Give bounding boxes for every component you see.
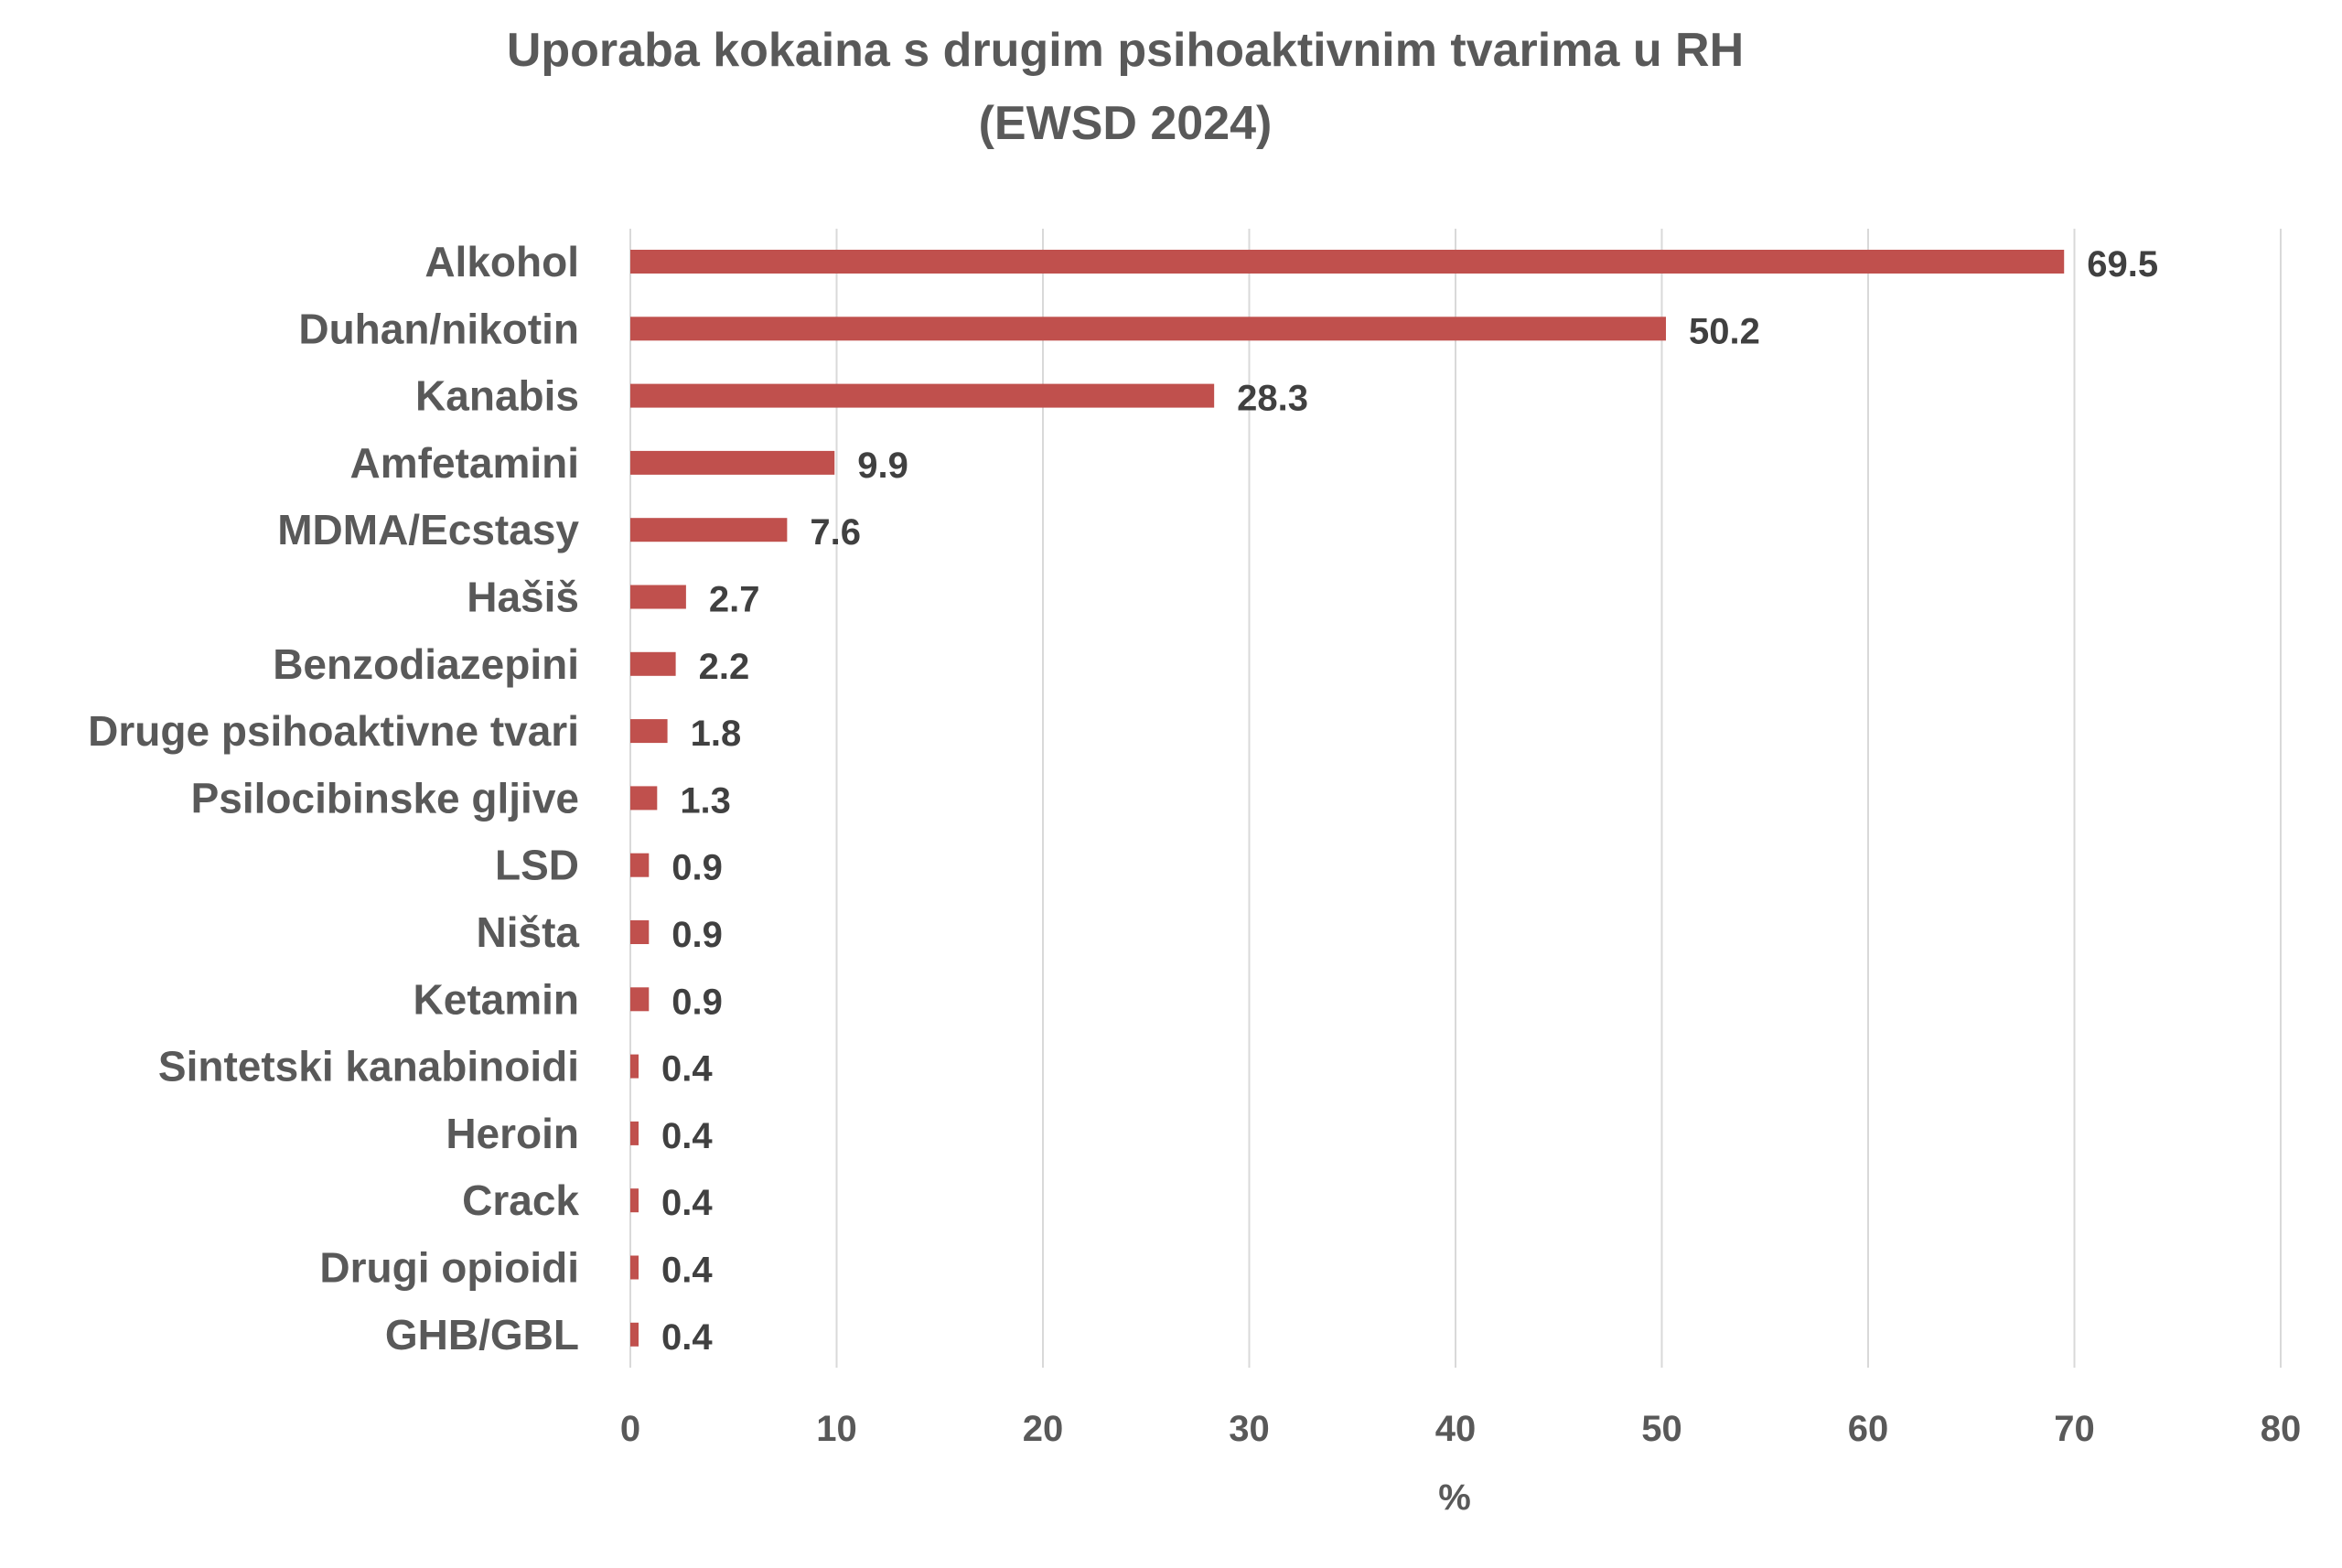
category-label: Hašiš	[467, 574, 579, 621]
category-label: LSD	[495, 842, 579, 889]
chart-title: Uporaba kokaina s drugim psihoaktivnim t…	[507, 24, 1744, 77]
bar	[630, 786, 658, 811]
data-label: 0.4	[661, 1116, 713, 1156]
data-label: 0.4	[661, 1317, 713, 1358]
category-labels: Alkohol Duhan/nikotin Kanabis Amfetamini MDM…	[88, 238, 579, 1359]
bar	[630, 250, 2065, 274]
category-label: Sintetski kanabinoidi	[158, 1043, 579, 1090]
bar	[630, 1054, 639, 1079]
x-axis-title: %	[1438, 1477, 1471, 1518]
bar	[630, 317, 1667, 341]
category-label: Crack	[462, 1176, 579, 1224]
data-label: 0.4	[661, 1251, 713, 1291]
data-label: 2.2	[699, 647, 750, 687]
category-label: Drugi opioidi	[319, 1244, 579, 1292]
category-label: Heroin	[446, 1110, 579, 1157]
x-tick-label: 80	[2261, 1409, 2302, 1449]
x-tick-label: 20	[1023, 1409, 1064, 1449]
category-label: Duhan/nikotin	[298, 305, 579, 352]
category-label: Ništa	[477, 908, 580, 956]
data-label: 0.9	[671, 982, 723, 1022]
bar	[630, 987, 650, 1012]
data-label: 50.2	[1689, 311, 1760, 351]
data-label: 0.4	[661, 1049, 713, 1090]
category-label: GHB/GBL	[385, 1311, 579, 1359]
category-label: Druge psihoaktivne tvari	[88, 707, 579, 755]
category-label: Benzodiazepini	[273, 640, 579, 688]
bar	[630, 1188, 639, 1213]
value-labels: 69.5 50.2 28.3 9.9 7.6 2.7 2.2 1.8 1.3 0.9 0.9 0.9 0…	[661, 244, 2158, 1358]
x-tick-label: 30	[1229, 1409, 1270, 1449]
bars	[630, 250, 2065, 1347]
bar	[630, 853, 650, 877]
data-label: 7.6	[810, 512, 861, 553]
category-label: Psilocibinske gljive	[191, 774, 579, 822]
data-label: 9.9	[857, 446, 908, 486]
category-label: MDMA/Ecstasy	[277, 506, 579, 553]
chart-subtitle: (EWSD 2024)	[979, 97, 1273, 150]
data-label: 0.9	[671, 915, 723, 955]
bar	[630, 1255, 639, 1280]
x-tick-label: 60	[1848, 1409, 1889, 1449]
bar	[630, 1322, 639, 1347]
x-tick-label: 70	[2054, 1409, 2095, 1449]
data-label: 0.4	[661, 1183, 713, 1223]
bar	[630, 518, 788, 542]
data-label: 69.5	[2087, 244, 2158, 285]
bar	[630, 383, 1215, 408]
bar	[630, 585, 686, 609]
bar	[630, 920, 650, 944]
bar	[630, 450, 835, 475]
x-axis-ticks: 0 10 20 30 40 50 60 70 80	[620, 1409, 2301, 1449]
x-tick-label: 50	[1641, 1409, 1682, 1449]
x-tick-label: 40	[1435, 1409, 1477, 1449]
category-label: Kanabis	[415, 372, 579, 420]
category-label: Ketamin	[414, 975, 579, 1023]
category-label: Alkohol	[424, 238, 579, 285]
data-label: 1.3	[680, 780, 731, 821]
data-label: 2.7	[709, 580, 760, 620]
gridlines	[629, 229, 2282, 1368]
bar	[630, 719, 668, 744]
x-tick-label: 0	[620, 1409, 640, 1449]
data-label: 1.8	[691, 714, 742, 754]
bar	[630, 1121, 639, 1145]
x-tick-label: 10	[816, 1409, 857, 1449]
data-label: 0.9	[671, 848, 723, 888]
data-label: 28.3	[1237, 379, 1308, 419]
category-label: Amfetamini	[350, 439, 579, 487]
bar	[630, 651, 676, 676]
